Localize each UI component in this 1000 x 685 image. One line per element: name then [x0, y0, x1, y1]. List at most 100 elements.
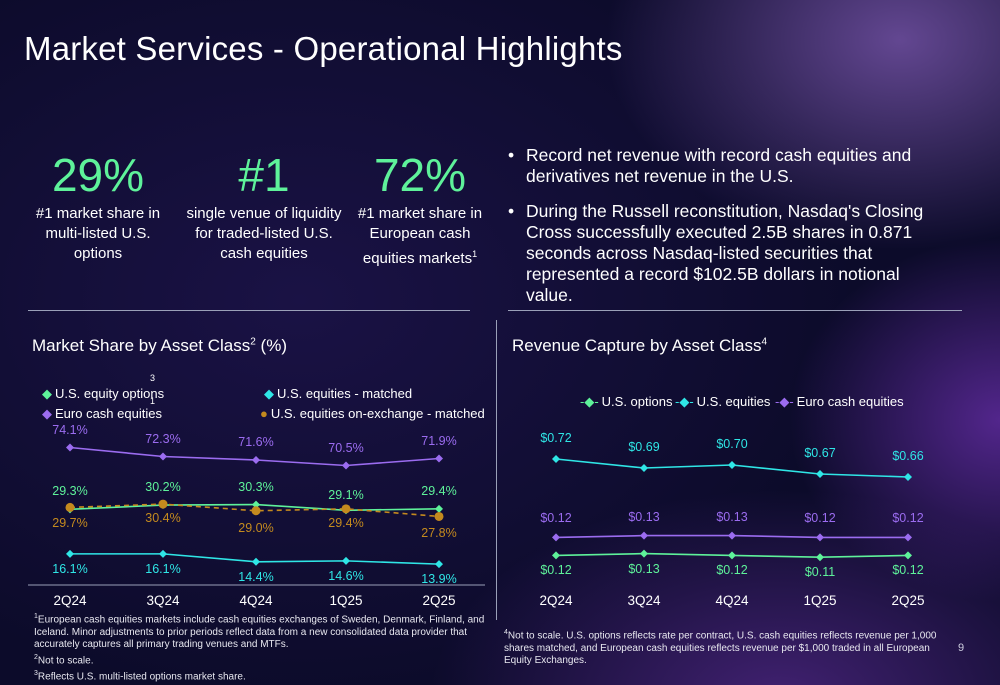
legend-item-us-options: -◆- U.S. options [580, 394, 672, 410]
data-point [728, 551, 736, 560]
footnote-right: 4Not to scale. U.S. options reflects rat… [504, 627, 944, 668]
data-point [65, 502, 75, 512]
data-point [158, 499, 168, 509]
legend-label: Euro cash equities [55, 406, 162, 421]
x-tick-label: 1Q25 [803, 593, 837, 608]
data-point [66, 443, 74, 452]
stat-value: #1 [238, 149, 290, 201]
data-point [816, 470, 824, 478]
x-tick-label: 2Q25 [891, 593, 925, 608]
data-point [159, 452, 167, 461]
data-label: $0.11 [804, 565, 836, 580]
stat-desc-text: #1 market share in European cash equitie… [357, 205, 483, 267]
stat-desc: #1 market share in European cash equitie… [350, 204, 490, 269]
footnote-text: European cash equities markets include c… [34, 614, 485, 651]
data-label: 29.1% [328, 488, 364, 503]
diamond-marker-icon: ◆ [42, 386, 52, 401]
data-point [435, 454, 443, 463]
data-point [341, 504, 351, 514]
chart-title-text: Revenue Capture by Asset Class [512, 336, 762, 355]
line-diamond-marker-icon: -◆- [580, 394, 599, 409]
data-label: 27.8% [421, 526, 457, 541]
divider-right [508, 310, 962, 311]
data-label: 29.7% [52, 516, 88, 531]
footnote-ref: 1 [472, 249, 478, 259]
footnote-ref: 2 [250, 336, 256, 348]
footnote: 2Not to scale. [34, 652, 486, 668]
legend-item-us-equities-rev: -◆- U.S. equities [675, 394, 770, 410]
footnote-ref: 4 [761, 336, 768, 348]
data-point [552, 533, 560, 542]
data-point [252, 456, 260, 464]
x-tick-label: 4Q24 [715, 593, 749, 608]
data-point [640, 464, 648, 472]
data-point [342, 556, 350, 565]
legend-item-euro: ◆ Euro cash equities [42, 406, 162, 422]
footnote-number: 3 [34, 669, 38, 677]
footnote-text: Not to scale. U.S. options reflects rate… [504, 630, 937, 667]
data-label: $0.13 [628, 509, 660, 524]
highlight-item: During the Russell reconstitution, Nasda… [508, 201, 948, 306]
x-tick-label: 3Q24 [146, 593, 180, 608]
data-label: $0.72 [540, 431, 572, 445]
diamond-marker-icon: ◆ [42, 406, 52, 421]
data-label: $0.13 [716, 509, 748, 524]
data-point [552, 551, 560, 560]
diamond-marker-icon: ◆ [264, 386, 274, 401]
data-point [904, 551, 912, 560]
data-label: 30.2% [145, 480, 181, 495]
footnotes-left: 1European cash equities markets include … [34, 611, 486, 683]
data-label: 74.1% [52, 422, 88, 437]
data-point [252, 557, 260, 566]
data-label: 72.3% [145, 431, 181, 446]
legend-label: U.S. equities on-exchange - matched [270, 406, 485, 421]
legend-footnote-ref: 3 [150, 373, 156, 383]
footnote: 1European cash equities markets include … [34, 611, 486, 652]
data-point [816, 533, 824, 542]
data-label: 16.1% [145, 561, 181, 576]
legend-label: Euro cash equities [796, 394, 904, 409]
data-label: 70.5% [328, 440, 364, 455]
data-point [816, 553, 824, 562]
x-tick-label: 2Q25 [422, 593, 456, 608]
chart-title-text: Market Share by Asset Class [32, 336, 251, 355]
chart-title-revenue-capture: Revenue Capture by Asset Class4 [512, 336, 767, 356]
line-diamond-marker-icon: -◆- [775, 394, 794, 409]
highlight-item: Record net revenue with record cash equi… [508, 145, 948, 187]
footnote-number: 4 [504, 629, 508, 636]
data-label: 14.6% [328, 568, 364, 583]
x-tick-label: 1Q25 [329, 593, 363, 608]
x-tick-label: 2Q24 [53, 593, 87, 608]
stat-options-share: 29% #1 market share in multi-listed U.S.… [28, 150, 168, 264]
stat-desc: #1 market share in multi-listed U.S. opt… [35, 205, 161, 262]
data-point [435, 504, 443, 513]
data-label: 14.4% [238, 569, 274, 584]
data-label: 29.4% [328, 515, 364, 530]
data-point [434, 511, 444, 521]
data-point [640, 531, 648, 540]
data-point [904, 533, 912, 542]
page-number: 9 [958, 642, 965, 654]
data-point [640, 549, 648, 558]
data-label: $0.69 [628, 440, 660, 454]
data-label: 30.4% [145, 511, 181, 526]
legend-label: U.S. equity options [55, 386, 165, 401]
chart-title-market-share: Market Share by Asset Class2 (%) [32, 336, 287, 356]
legend-label: U.S. equities - matched [277, 386, 413, 401]
data-label: $0.66 [892, 449, 924, 463]
footnote: 3Reflects U.S. multi-listed options mark… [34, 668, 486, 684]
footnote-text: Not to scale. [37, 655, 94, 667]
divider-vertical [496, 320, 497, 620]
data-label: $0.12 [540, 511, 572, 526]
data-label: 13.9% [421, 572, 457, 587]
legend-item-on-exchange: ● U.S. equities on-exchange - matched [260, 406, 485, 421]
data-label: $0.12 [540, 563, 572, 578]
data-label: $0.70 [716, 437, 748, 451]
page-title: Market Services - Operational Highlights [24, 30, 623, 67]
highlights-list: Record net revenue with record cash equi… [508, 145, 948, 320]
x-tick-label: 3Q24 [627, 593, 661, 608]
data-label: 71.9% [421, 433, 457, 448]
legend-item-options: ◆ U.S. equity options [42, 386, 164, 402]
